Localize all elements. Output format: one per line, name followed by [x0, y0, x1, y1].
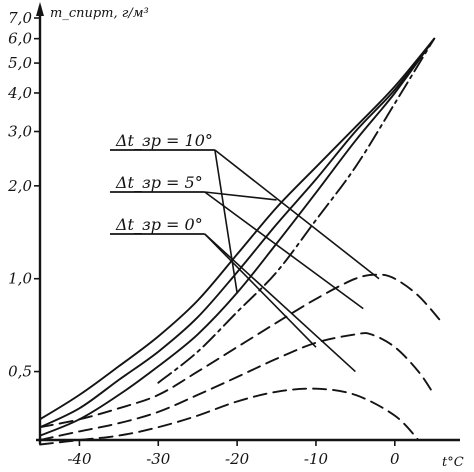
annotation-text: Δt_зр = 5° [115, 173, 203, 192]
annotation-pointer [204, 191, 364, 310]
annotation-label: Δt_зр = 0° [110, 215, 356, 373]
x-tick-label: 0 [390, 450, 400, 468]
annotation-text: Δt_зр = 0° [115, 215, 203, 234]
y-tick-label: 7,0 [8, 9, 32, 27]
annotation-pointer [204, 233, 317, 348]
y-axis-arrow-icon [36, 2, 44, 16]
y-tick-label: 6,0 [8, 30, 32, 48]
series-line-dashed [39, 387, 420, 446]
annotation-pointer [204, 191, 277, 201]
annotation-label: Δt_зр = 10° [110, 131, 380, 293]
series-line-dashed [39, 332, 436, 441]
x-tick-label: -30 [146, 450, 171, 468]
series-line-solid [39, 37, 436, 429]
annotation-pointer [204, 233, 356, 373]
x-axis-label: t°C [442, 455, 464, 470]
y-tick-label: 2,0 [7, 177, 32, 195]
annotation-pointer [214, 149, 238, 293]
annotation-pointer [214, 149, 380, 280]
annotation-text: Δt_зр = 10° [115, 131, 213, 150]
y-axis-label: m_спирт, г/м³ [50, 6, 149, 21]
series-line-dashdot [157, 37, 436, 384]
series-line-solid [39, 37, 436, 421]
x-tick-label: -10 [304, 450, 329, 468]
series-line-dashed [39, 273, 444, 429]
y-tick-label: 3,0 [8, 123, 32, 141]
y-tick-label: 4,0 [7, 84, 32, 102]
annotations: Δt_зр = 10° Δt_зр = 5° Δt_зр = 0° [110, 131, 380, 373]
x-tick-label: -20 [225, 450, 250, 468]
y-tick-label: 1,0 [8, 270, 32, 288]
series-line-solid [39, 37, 436, 437]
y-tick-label: 0,5 [8, 363, 32, 381]
series-layer [39, 37, 444, 446]
x-tick-label: -40 [67, 450, 92, 468]
ticks: 0,5 1,0 2,0 3,0 4,0 5,0 6,0 7,0 -40 -30 -20 -10 0 [7, 9, 400, 468]
annotation-label: Δt_зр = 5° [110, 173, 364, 310]
y-tick-label: 5,0 [8, 54, 32, 72]
